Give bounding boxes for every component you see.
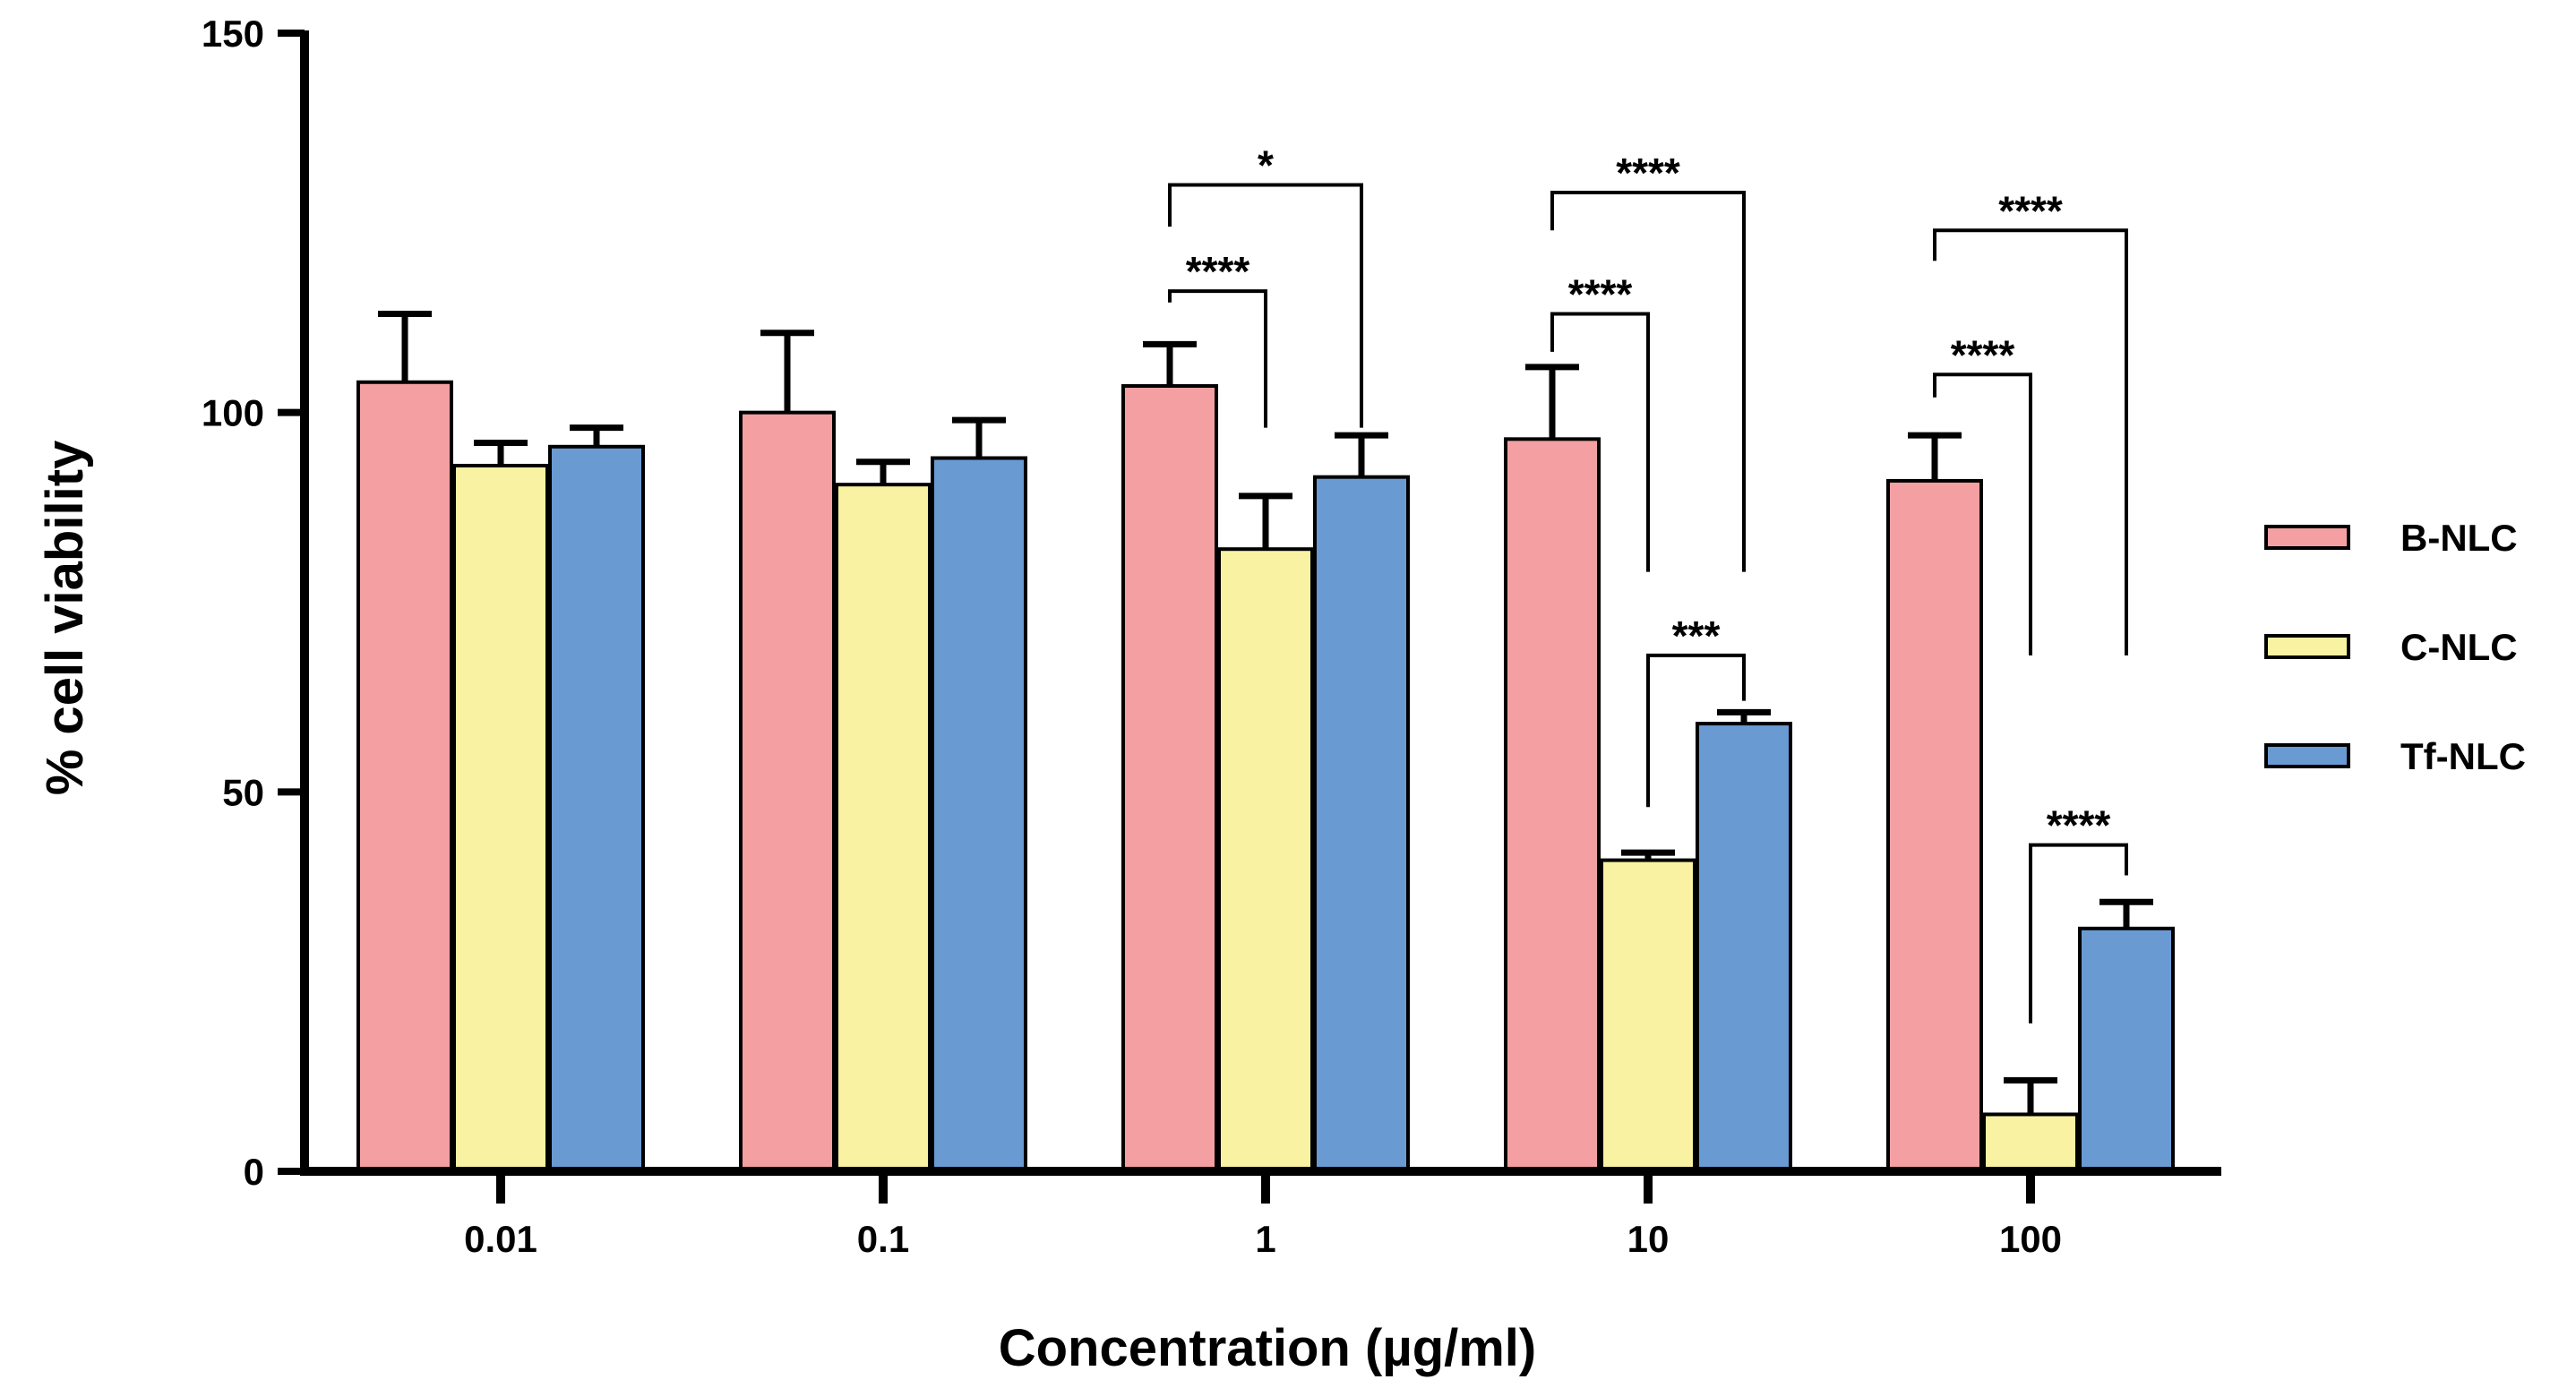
significance-bracket-5 bbox=[1933, 373, 2032, 655]
legend-label-B-NLC: B-NLC bbox=[2400, 517, 2518, 559]
y-tick-label-150: 150 bbox=[202, 13, 264, 55]
significance-label-3: **** bbox=[1616, 150, 1680, 196]
bar-Tf-NLC-100 bbox=[2078, 926, 2175, 1174]
y-tick-label-0: 0 bbox=[244, 1151, 264, 1193]
significance-label-1: * bbox=[1258, 141, 1274, 188]
x-tick-label-0.01: 0.01 bbox=[464, 1218, 537, 1260]
error-bars-layer bbox=[378, 311, 2153, 1115]
bar-B-NLC-1 bbox=[1121, 384, 1218, 1173]
bar-Tf-NLC-1 bbox=[1313, 475, 1410, 1173]
bar-B-NLC-0.1 bbox=[739, 410, 836, 1173]
significance-label-4: *** bbox=[1672, 613, 1721, 659]
bar-Tf-NLC-0.01 bbox=[548, 444, 645, 1173]
bars-layer bbox=[356, 380, 2175, 1174]
significance-label-2: **** bbox=[1568, 271, 1633, 318]
legend-label-C-NLC: C-NLC bbox=[2400, 626, 2518, 668]
bar-B-NLC-100 bbox=[1886, 478, 1983, 1173]
significance-label-5: **** bbox=[1951, 331, 2015, 378]
legend: B-NLC C-NLC Tf-NLC bbox=[2264, 517, 2526, 777]
y-tick-label-100: 100 bbox=[202, 392, 264, 434]
legend-swatch-Tf-NLC bbox=[2264, 743, 2350, 768]
axes-layer: 0 50 100 150 0.01 0.1 1 10 100 bbox=[202, 13, 2221, 1260]
bar-Tf-NLC-0.1 bbox=[931, 456, 1027, 1173]
legend-swatch-C-NLC bbox=[2264, 634, 2350, 659]
significance-bracket-1 bbox=[1168, 183, 1363, 428]
bar-C-NLC-10 bbox=[1600, 858, 1696, 1173]
x-tick-label-0.1: 0.1 bbox=[857, 1218, 909, 1260]
bar-C-NLC-1 bbox=[1217, 547, 1314, 1173]
bar-B-NLC-10 bbox=[1504, 437, 1601, 1174]
bar-C-NLC-100 bbox=[1982, 1112, 2079, 1173]
significance-label-0: **** bbox=[1186, 248, 1250, 295]
bar-B-NLC-0.01 bbox=[356, 380, 453, 1174]
significance-bracket-7 bbox=[2029, 843, 2128, 1024]
significance-bracket-2 bbox=[1550, 312, 1650, 572]
significance-label-6: **** bbox=[1998, 187, 2063, 234]
significance-bracket-6 bbox=[1933, 228, 2128, 655]
legend-label-Tf-NLC: Tf-NLC bbox=[2400, 735, 2526, 777]
bar-Tf-NLC-10 bbox=[1696, 722, 1792, 1173]
significance-label-7: **** bbox=[2047, 802, 2111, 849]
significance-bracket-3 bbox=[1550, 190, 1746, 572]
y-tick-label-50: 50 bbox=[222, 771, 264, 813]
x-tick-label-100: 100 bbox=[1999, 1218, 2062, 1260]
x-tick-label-10: 10 bbox=[1627, 1218, 1670, 1260]
bar-C-NLC-0.01 bbox=[452, 463, 549, 1173]
legend-swatch-B-NLC bbox=[2264, 525, 2350, 550]
significance-bracket-4 bbox=[1646, 653, 1746, 808]
x-tick-label-1: 1 bbox=[1255, 1218, 1275, 1260]
significance-layer: **************************** bbox=[1168, 141, 2128, 1024]
bar-C-NLC-0.1 bbox=[835, 483, 932, 1173]
x-axis-title: Concentration (µg/ml) bbox=[999, 1319, 1537, 1377]
y-axis-title: % cell viability bbox=[36, 441, 94, 796]
significance-bracket-0 bbox=[1168, 289, 1267, 428]
